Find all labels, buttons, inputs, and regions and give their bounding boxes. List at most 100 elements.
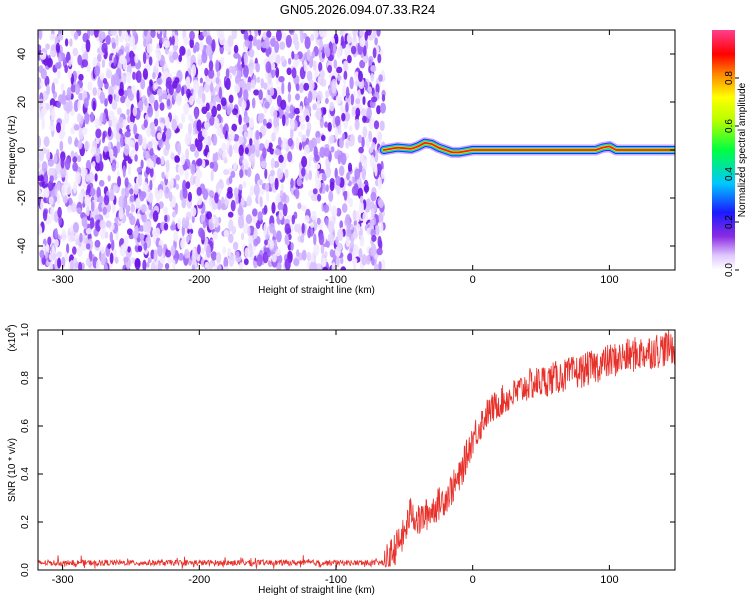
noise-speckle [198,227,204,238]
noise-speckle [316,217,321,225]
noise-speckle [352,30,357,38]
noise-speckle [208,60,214,71]
noise-speckle [134,258,141,270]
noise-speckle [305,115,310,123]
noise-speckle [196,97,202,105]
noise-speckle [49,33,56,41]
noise-speckle [363,184,370,193]
x-tick-label: -100 [325,274,347,286]
noise-speckle [136,218,140,228]
noise-speckle [275,54,281,65]
noise-speckle [340,266,347,270]
noise-speckle [46,84,50,96]
noise-speckle [359,195,364,204]
noise-speckle [362,126,368,139]
noise-speckle [130,149,135,160]
noise-speckle [318,61,323,72]
noise-speckle [177,143,182,156]
colorbar-tick-label: 0.2 [724,215,735,229]
noise-speckle [354,118,360,131]
noise-speckle [109,192,115,202]
noise-speckle [248,117,255,128]
noise-speckle [76,155,82,163]
noise-speckle [145,220,152,234]
noise-speckle [294,187,299,200]
noise-speckle [220,56,225,67]
noise-speckle [242,123,248,132]
noise-speckle [253,238,259,247]
noise-speckle [170,177,174,188]
noise-speckle [138,225,145,232]
noise-speckle [146,261,150,268]
noise-speckle [147,105,154,118]
noise-speckle [379,120,385,132]
noise-speckle [227,35,234,47]
noise-speckle [221,142,227,152]
noise-speckle [170,224,176,231]
noise-speckle [351,106,357,116]
noise-speckle [264,239,268,246]
noise-speckle [72,156,78,163]
noise-speckle [344,111,351,122]
noise-speckle [205,102,210,112]
noise-speckle [377,235,382,248]
noise-speckle [202,188,209,200]
noise-speckle [199,41,204,52]
noise-speckle [313,243,320,256]
noise-speckle [276,167,284,180]
noise-speckle [96,259,100,270]
noise-speckle [40,243,46,250]
noise-speckle [100,252,105,265]
noise-speckle [127,115,131,124]
noise-speckle [312,60,317,71]
noise-speckle [157,244,163,257]
noise-speckle [42,209,48,222]
noise-speckle [238,201,243,215]
noise-speckle [305,128,310,138]
noise-speckle [217,187,222,195]
noise-speckle [371,96,378,103]
noise-speckle [159,102,165,111]
noise-speckle [285,34,292,48]
noise-speckle [157,262,164,269]
noise-speckle [163,206,168,215]
noise-speckle [78,192,84,205]
noise-speckle [370,191,377,202]
noise-speckle [40,108,45,121]
noise-speckle [323,147,331,157]
noise-speckle [244,147,249,155]
noise-speckle [149,121,155,130]
noise-speckle [298,83,304,93]
noise-speckle [79,232,83,243]
x-tick-label: -200 [188,574,210,586]
noise-speckle [134,225,139,239]
noise-speckle [370,154,375,165]
noise-speckle [142,137,147,150]
noise-speckle [153,249,158,263]
noise-speckle [50,188,56,199]
noise-speckle [99,91,106,104]
noise-speckle [58,52,62,64]
noise-speckle [361,253,367,266]
noise-speckle [124,131,131,138]
noise-speckle [134,141,139,152]
noise-speckle [69,38,73,47]
noise-speckle [252,214,258,224]
noise-speckle [163,222,169,231]
noise-speckle [299,30,304,36]
noise-speckle [228,219,234,232]
noise-speckle [206,112,212,120]
noise-speckle [150,261,156,270]
noise-speckle [90,217,95,229]
noise-speckle [275,262,282,270]
noise-speckle [243,115,250,124]
noise-speckle [243,160,250,170]
noise-speckle [76,207,82,214]
noise-speckle [341,203,348,213]
noise-speckle [86,205,90,217]
noise-speckle [362,211,369,223]
noise-speckle [297,223,301,235]
noise-speckle [279,161,286,171]
noise-speckle [190,207,197,217]
noise-speckle [300,234,305,244]
